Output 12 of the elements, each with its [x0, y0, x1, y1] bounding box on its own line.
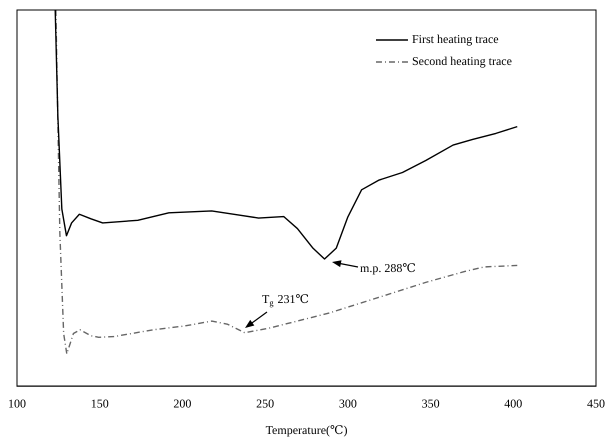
x-tick-label: 150: [90, 396, 109, 411]
x-tick-label: 200: [173, 396, 192, 411]
x-tick-label: 250: [256, 396, 274, 411]
x-axis-title: Temperature(℃): [266, 422, 348, 437]
legend-label: Second heating trace: [412, 54, 512, 68]
legend-label: First heating trace: [412, 32, 499, 46]
x-tick-label: 350: [422, 396, 440, 411]
annotation: m.p. 288℃: [360, 261, 416, 276]
x-tick-label: 300: [338, 396, 357, 411]
x-tick-label: 100: [8, 396, 26, 411]
x-tick-label: 450: [587, 396, 605, 411]
x-tick-label: 400: [504, 396, 522, 411]
